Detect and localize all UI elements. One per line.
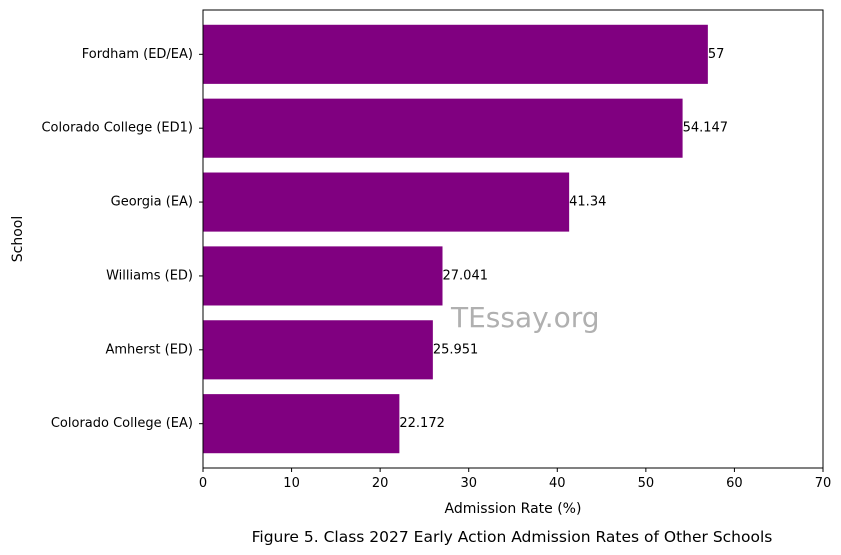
y-tick-label: Georgia (EA): [111, 195, 193, 210]
y-tick-label: Colorado College (ED1): [41, 121, 193, 136]
plot-frame: [202, 9, 824, 469]
x-axis-label: Admission Rate (%): [445, 501, 582, 517]
x-tick-label: 20: [372, 476, 389, 491]
data-label: 25.951: [433, 342, 479, 357]
data-label: 27.041: [443, 268, 489, 283]
y-tick-label: Williams (ED): [106, 268, 193, 283]
y-tick-label: Fordham (ED/EA): [82, 47, 193, 62]
figure-caption: Figure 5. Class 2027 Early Action Admiss…: [252, 528, 773, 546]
x-tick-label: 30: [460, 476, 477, 491]
data-label: 41.34: [569, 195, 606, 210]
data-labels: 57 54.147 41.34 27.041 25.951 22.172: [399, 47, 728, 431]
data-label: 57: [708, 47, 725, 62]
bar: [203, 172, 570, 232]
y-tick-label: Amherst (ED): [105, 342, 193, 357]
bar: [203, 394, 400, 454]
bars-group: [203, 24, 708, 454]
data-label: 54.147: [683, 121, 729, 136]
y-axis-label: School: [10, 216, 26, 262]
x-tick-label: 60: [726, 476, 743, 491]
bar: [203, 246, 443, 306]
x-ticks: 0 10 20 30 40 50 60 70: [199, 468, 831, 491]
x-tick-label: 50: [638, 476, 655, 491]
x-tick-label: 0: [199, 476, 207, 491]
y-tick-labels: Fordham (ED/EA) Colorado College (ED1) Geo…: [41, 47, 203, 431]
x-tick-label: 40: [549, 476, 566, 491]
y-tick-label: Colorado College (EA): [51, 416, 193, 431]
data-label: 22.172: [399, 416, 445, 431]
bar: [203, 98, 683, 158]
bar: [203, 24, 708, 84]
bar: [203, 320, 433, 380]
watermark: TEssay.org: [450, 301, 600, 334]
x-tick-label: 10: [283, 476, 300, 491]
x-tick-label: 70: [815, 476, 832, 491]
